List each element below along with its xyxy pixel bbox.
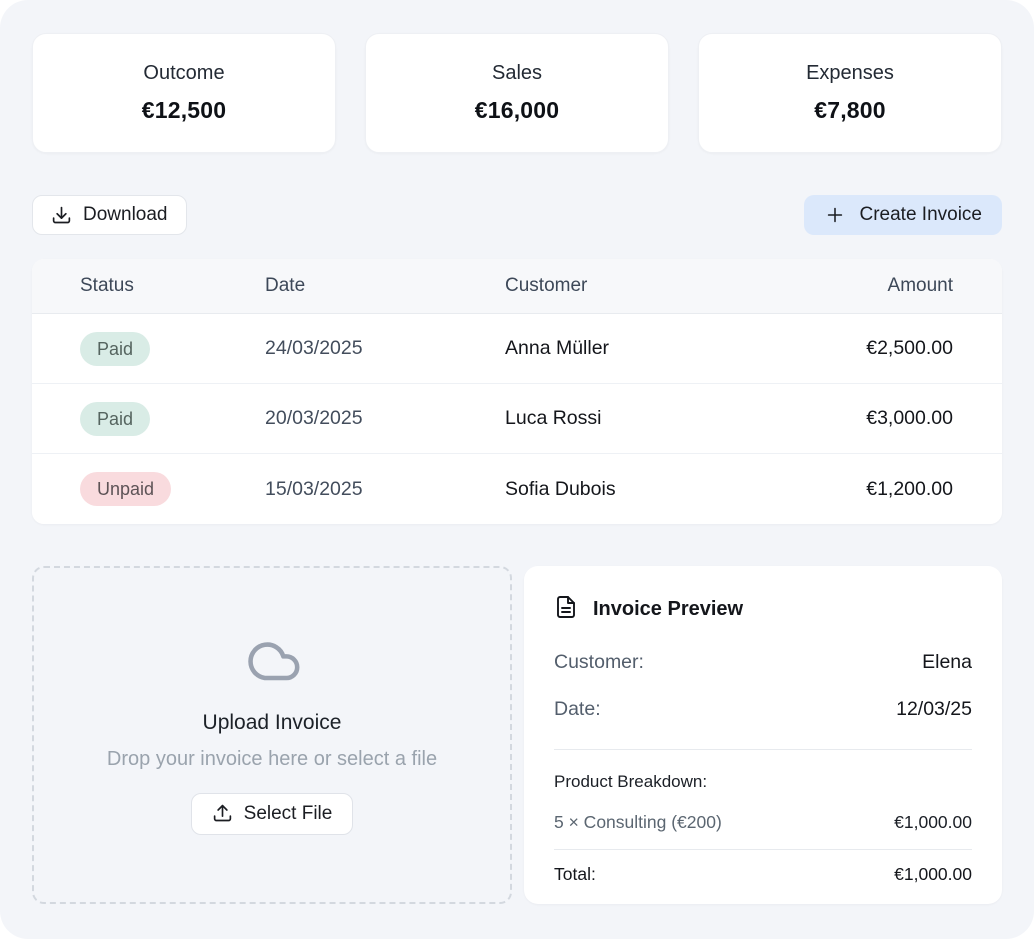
actions-row: Download Create Invoice: [32, 195, 1002, 235]
stat-label: Outcome: [143, 62, 225, 84]
stat-card-expenses: Expenses €7,800: [698, 33, 1002, 153]
date-value: 12/03/25: [896, 698, 972, 720]
select-file-label: Select File: [243, 802, 333, 824]
customer-cell: Sofia Dubois: [505, 477, 616, 500]
amount-cell: €2,500.00: [866, 337, 953, 359]
date-cell: 24/03/2025: [265, 337, 363, 359]
download-icon: [51, 205, 72, 226]
table-row[interactable]: Paid 20/03/2025 Luca Rossi €3,000.00: [32, 384, 1002, 454]
invoice-preview-title: Invoice Preview: [593, 598, 744, 620]
stat-card-sales: Sales €16,000: [365, 33, 669, 153]
stat-label: Expenses: [806, 62, 894, 84]
line-item: 5 × Consulting (€200) €1,000.00: [554, 812, 972, 833]
stat-value: €16,000: [474, 97, 560, 123]
preview-date-row: Date: 12/03/25: [554, 698, 972, 721]
invoice-preview-panel: Invoice Preview Customer: Elena Date: 12…: [524, 566, 1002, 904]
total-row: Total: €1,000.00: [554, 864, 972, 885]
download-button[interactable]: Download: [32, 195, 187, 235]
stat-value: €12,500: [141, 97, 227, 123]
plus-icon: [824, 204, 846, 226]
customer-cell: Luca Rossi: [505, 407, 602, 429]
upload-dropzone[interactable]: Upload Invoice Drop your invoice here or…: [32, 566, 512, 904]
bottom-row: Upload Invoice Drop your invoice here or…: [32, 566, 1002, 904]
status-badge: Paid: [80, 331, 151, 366]
customer-label: Customer:: [554, 651, 644, 673]
stats-row: Outcome €12,500 Sales €16,000 Expenses €…: [32, 33, 1002, 153]
stat-value: €7,800: [814, 97, 886, 123]
total-label: Total:: [554, 864, 596, 884]
stat-card-outcome: Outcome €12,500: [32, 33, 336, 153]
table-row[interactable]: Unpaid 15/03/2025 Sofia Dubois €1,200.00: [32, 454, 1002, 524]
breakdown-label: Product Breakdown:: [554, 772, 708, 791]
preview-customer-row: Customer: Elena: [554, 651, 972, 674]
table-row[interactable]: Paid 24/03/2025 Anna Müller €2,500.00: [32, 314, 1002, 384]
table-header-row: Status Date Customer Amount: [32, 259, 1002, 314]
file-text-icon: [554, 595, 578, 624]
upload-icon: [212, 803, 233, 824]
create-invoice-button[interactable]: Create Invoice: [804, 195, 1002, 235]
preview-divider: [554, 749, 972, 750]
invoices-table: Status Date Customer Amount Paid 24/03/2…: [32, 259, 1002, 524]
preview-total-divider: [554, 849, 972, 850]
status-badge: Unpaid: [80, 472, 172, 506]
status-badge: Paid: [80, 401, 151, 436]
customer-cell: Anna Müller: [505, 337, 610, 359]
upload-hint: Drop your invoice here or select a file: [106, 747, 438, 770]
invoice-preview-header: Invoice Preview: [554, 595, 972, 624]
select-file-button[interactable]: Select File: [190, 792, 354, 835]
date-cell: 15/03/2025: [265, 477, 363, 500]
cloud-upload-icon: [243, 636, 301, 689]
date-label: Date:: [554, 698, 601, 720]
table-header-customer: Customer: [505, 275, 588, 296]
table-header-amount: Amount: [887, 275, 953, 296]
stat-label: Sales: [491, 62, 543, 84]
amount-cell: €3,000.00: [866, 407, 953, 429]
download-button-label: Download: [83, 204, 168, 225]
date-cell: 20/03/2025: [265, 407, 363, 429]
customer-value: Elena: [922, 651, 972, 673]
amount-cell: €1,200.00: [866, 477, 953, 500]
table-header-status: Status: [80, 275, 134, 296]
create-invoice-button-label: Create Invoice: [859, 204, 982, 225]
line-item-label: 5 × Consulting (€200): [554, 812, 722, 832]
line-item-amount: €1,000.00: [894, 812, 972, 832]
upload-title: Upload Invoice: [202, 710, 342, 734]
total-amount: €1,000.00: [894, 864, 972, 884]
table-header-date: Date: [265, 275, 306, 296]
